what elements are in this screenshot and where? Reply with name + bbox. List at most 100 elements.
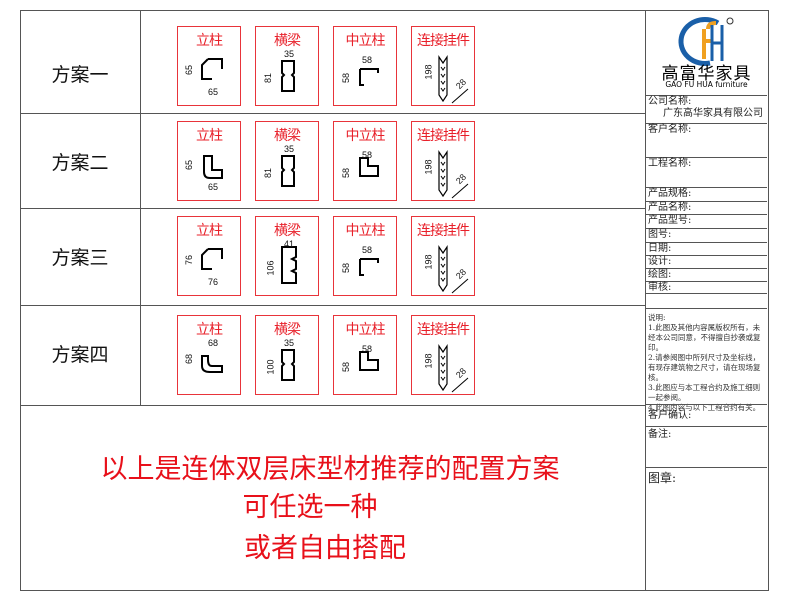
scheme-label: 方案四 [51,344,109,366]
client-confirm-field[interactable]: 客户确认: [646,404,767,426]
profile-card: 立柱 65 65 [177,121,241,201]
profile-card: 中立柱 58 58 [333,121,397,201]
spec-field[interactable]: 产品规格: [646,187,767,201]
dimension-height: 198 [423,353,434,369]
stamp-field: 图章: [646,467,767,590]
profile-section-icon [281,349,295,381]
brand-en: GAO FU HUA furniture [665,80,748,89]
profile-card: 连接挂件 198 28 [411,315,475,395]
scheme-label: 方案三 [51,247,109,269]
profile-title: 中立柱 [345,322,386,338]
profile-title: 中立柱 [345,33,386,49]
dimension-width: 65 [208,182,219,192]
profile-title: 连接挂件 [417,33,470,49]
profile-section-icon [201,248,223,270]
divider [20,305,646,306]
profile-card: 中立柱 58 58 [333,216,397,296]
profile-section-icon [281,246,297,284]
dimension-height: 100 [265,359,276,375]
profile-section-icon [281,155,295,187]
summary-line-2: 可任选一种 [242,492,378,523]
dimension-height: 198 [423,159,434,175]
profile-title: 中立柱 [345,128,386,144]
logo-mark-icon [678,17,734,66]
profile-title: 连接挂件 [417,322,470,338]
dimension-width: 58 [362,245,373,255]
dimension-height: 65 [184,64,195,76]
profile-section-icon [438,245,469,294]
dimension-height: 58 [341,262,352,274]
profile-title: 立柱 [196,322,223,338]
divider [20,208,646,209]
dimension-width: 68 [208,338,219,348]
remark-field[interactable]: 备注: [646,426,767,467]
profile-title: 横梁 [274,322,301,338]
model-field[interactable]: 产品型号: [646,214,767,228]
profile-section-icon [203,155,223,179]
dimension-width: 41 [284,239,295,249]
profile-card: 连接挂件 198 28 [411,26,475,106]
profile-card: 横梁 35 81 [255,26,319,106]
dimension-height: 65 [184,159,195,171]
profile-title: 立柱 [196,33,223,49]
drawing-frame [20,10,769,591]
dimension-width: 76 [208,277,219,287]
dimension-width: 35 [284,144,295,154]
profile-title: 连接挂件 [417,128,470,144]
project-field[interactable]: 工程名称: [646,157,767,187]
divider [20,113,646,114]
summary-line-3: 或者自由搭配 [244,533,406,564]
design-field[interactable]: 设计: [646,255,767,268]
dimension-height: 81 [263,167,274,179]
profile-card: 立柱 68 68 [177,315,241,395]
profile-section-icon [438,55,469,104]
profile-card: 立柱 65 65 [177,26,241,106]
profile-section-icon [359,258,379,276]
divider [645,10,646,591]
profile-card: 连接挂件 198 28 [411,216,475,296]
dimension-height: 58 [341,167,352,179]
profile-section-icon [438,344,469,393]
profile-title: 立柱 [196,223,223,239]
profile-card: 横梁 35 81 [255,121,319,201]
profile-section-icon [281,60,295,92]
profile-card: 中立柱 58 58 [333,26,397,106]
company-field: 公司名称: 广东高华家具有限公司 [646,95,767,123]
profile-section-icon [438,150,469,199]
profile-title: 横梁 [274,128,301,144]
profile-section-icon [359,157,379,177]
client-field[interactable]: 客户名称: [646,123,767,157]
profile-card: 横梁 35 100 [255,315,319,395]
profile-title: 连接挂件 [417,223,470,239]
scheme-label: 方案二 [51,152,109,174]
dimension-height: 198 [423,254,434,270]
profile-title: 横梁 [274,33,301,49]
product-name-field[interactable]: 产品名称: [646,201,767,214]
summary-line-1: 以上是连体双层床型材推荐的配置方案 [100,454,560,485]
drawing-no-field[interactable]: 图号: [646,228,767,242]
profile-section-icon [359,68,379,86]
dimension-height: 68 [184,353,195,365]
dimension-width: 35 [284,49,295,59]
divider [20,405,646,406]
dimension-width: 65 [208,87,219,97]
brand-cn: 高富华家具 [661,64,752,84]
profile-title: 横梁 [274,223,301,239]
profile-section-icon [201,355,223,373]
dimension-height: 58 [341,361,352,373]
dimension-height: 198 [423,64,434,80]
profile-card: 连接挂件 198 28 [411,121,475,201]
profile-card: 立柱 76 76 [177,216,241,296]
draw-field[interactable]: 绘图: [646,268,767,281]
profile-section-icon [201,58,223,80]
date-field[interactable]: 日期: [646,242,767,255]
blank-field [646,293,767,308]
scheme-label: 方案一 [51,64,109,86]
review-field[interactable]: 审核: [646,281,767,293]
profile-card: 横梁 41 106 [255,216,319,296]
dimension-width: 58 [362,55,373,65]
profile-section-icon [359,351,379,371]
profile-title: 立柱 [196,128,223,144]
profile-card: 中立柱 58 58 [333,315,397,395]
dimension-width: 58 [362,150,373,160]
